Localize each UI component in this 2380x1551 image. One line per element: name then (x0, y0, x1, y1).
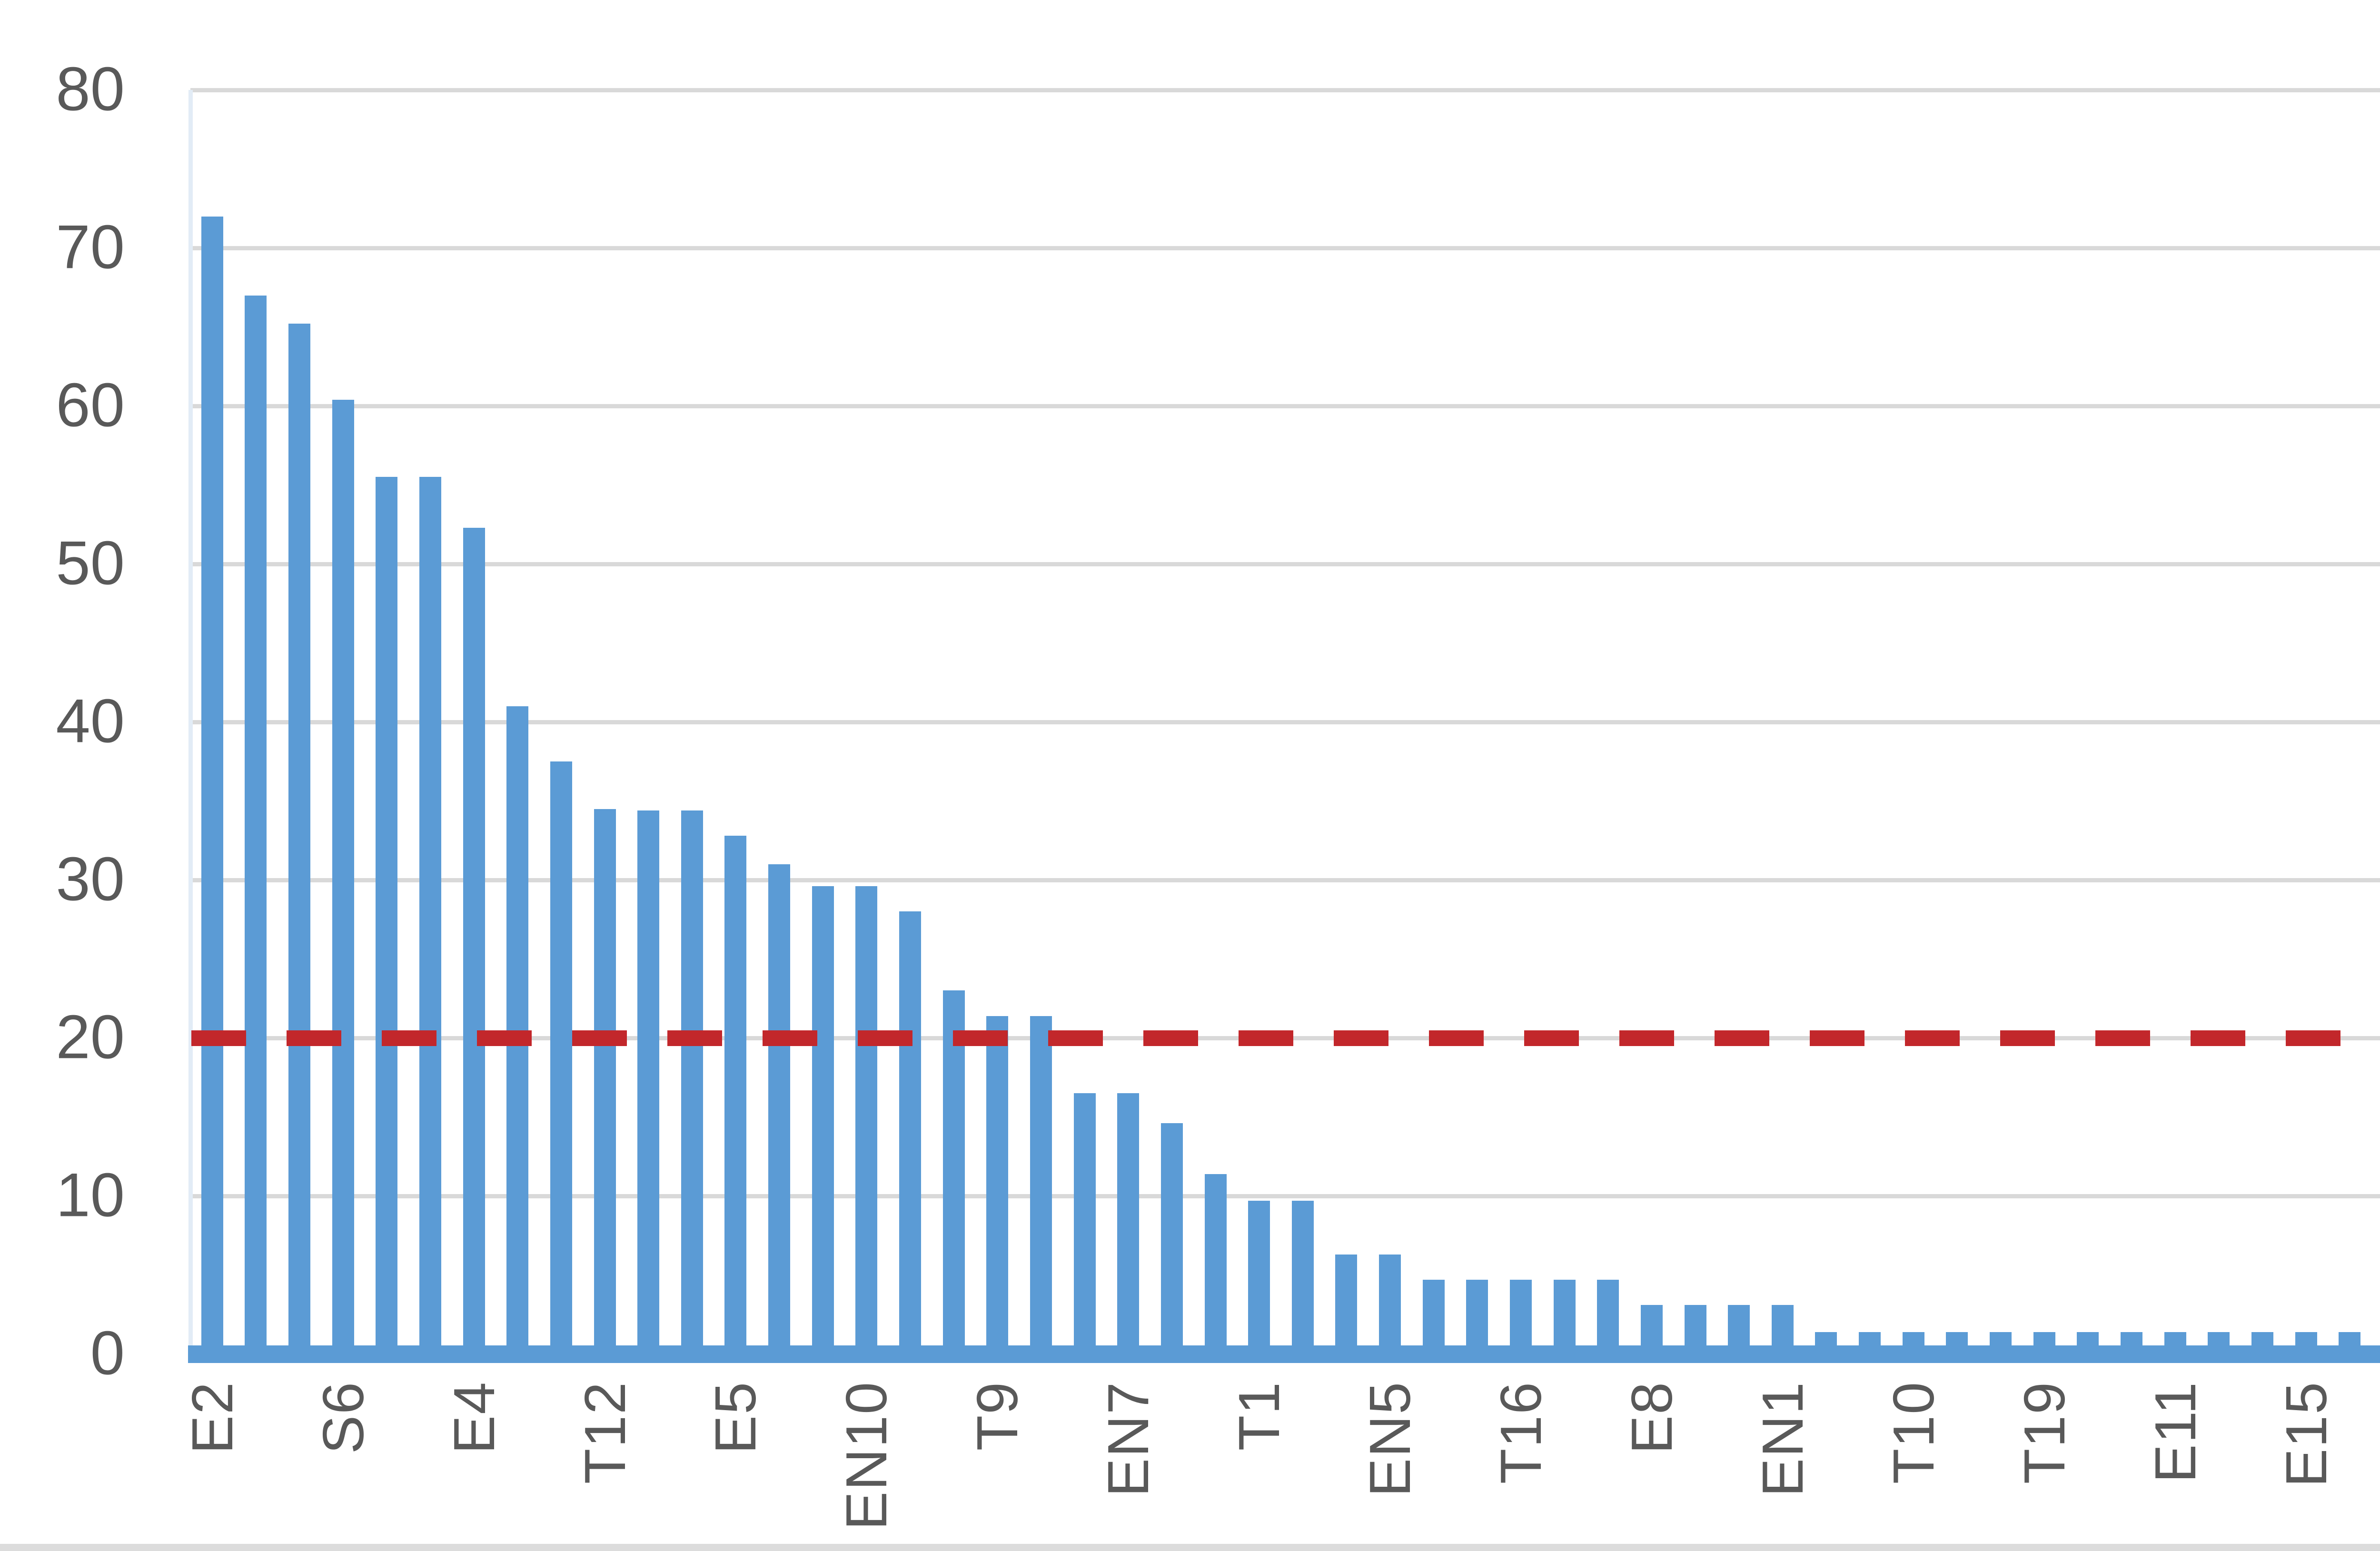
bar (201, 217, 223, 1354)
gridline-70 (190, 246, 2380, 250)
y-tick-label: 0 (90, 1318, 125, 1388)
bar (943, 990, 965, 1354)
y-tick-label: 20 (56, 1002, 125, 1072)
x-tick-label: EN5 (1358, 1381, 1423, 1497)
bar (855, 886, 877, 1354)
bar (463, 528, 485, 1354)
x-tick-label: T12 (572, 1381, 637, 1484)
bar (1292, 1201, 1314, 1354)
bar (986, 1016, 1008, 1354)
bar (681, 810, 703, 1354)
bar (1379, 1255, 1401, 1354)
bar (1205, 1174, 1227, 1354)
x-tick-label: E2 (179, 1381, 245, 1454)
bar (376, 477, 397, 1354)
bar (724, 836, 746, 1354)
bar (1423, 1280, 1445, 1354)
bar (506, 706, 528, 1354)
gridline-60 (190, 404, 2380, 408)
x-axis-line (188, 1345, 2380, 1363)
gridline-50 (190, 562, 2380, 566)
x-tick-label: T19 (2012, 1381, 2077, 1484)
gridline-80 (190, 88, 2380, 92)
gridline-10 (190, 1194, 2380, 1198)
x-tick-label: EN10 (834, 1381, 899, 1531)
x-tick-label: E15 (2273, 1381, 2339, 1488)
y-tick-label: 70 (56, 212, 125, 282)
x-tick-label: E8 (1619, 1381, 1684, 1454)
gridline-30 (190, 878, 2380, 882)
threshold-line (191, 1030, 2380, 1046)
x-tick-label: E11 (2142, 1381, 2208, 1483)
y-tick-label: 30 (56, 844, 125, 914)
plot-left-border (188, 90, 193, 1363)
bar (768, 864, 790, 1354)
x-tick-label: T10 (1881, 1381, 1946, 1484)
bar (1030, 1016, 1052, 1354)
y-tick-label: 80 (56, 54, 125, 124)
x-tick-label: EN7 (1096, 1381, 1161, 1497)
bar (1597, 1280, 1619, 1354)
bar (637, 810, 659, 1354)
y-tick-label: 60 (56, 370, 125, 440)
bar (1466, 1280, 1488, 1354)
bar (245, 296, 267, 1354)
bar (1335, 1255, 1357, 1354)
x-tick-label: T9 (965, 1381, 1030, 1451)
bar (288, 324, 310, 1354)
x-tick-label: T16 (1488, 1381, 1553, 1484)
x-tick-label: EN1 (1750, 1381, 1815, 1497)
bar (1510, 1280, 1532, 1354)
plot-area (188, 88, 2380, 1363)
bar (419, 477, 441, 1354)
x-tick-label: E5 (703, 1381, 768, 1454)
bar (812, 886, 834, 1354)
y-tick-label: 10 (56, 1160, 125, 1230)
x-tick-label: S6 (310, 1381, 376, 1454)
gridline-40 (190, 720, 2380, 724)
bottom-strip (0, 1544, 2380, 1551)
y-tick-label: 40 (56, 686, 125, 756)
bar (899, 911, 921, 1354)
bar (1074, 1093, 1096, 1354)
y-tick-label: 50 (56, 528, 125, 598)
bar (1554, 1280, 1576, 1354)
x-tick-label: E4 (441, 1381, 506, 1454)
bar (1161, 1123, 1183, 1354)
bar (594, 809, 616, 1354)
bar (1248, 1201, 1270, 1354)
bar (550, 761, 572, 1354)
x-tick-label: T1 (1227, 1381, 1292, 1451)
bar (332, 400, 354, 1354)
bar (1117, 1093, 1139, 1354)
